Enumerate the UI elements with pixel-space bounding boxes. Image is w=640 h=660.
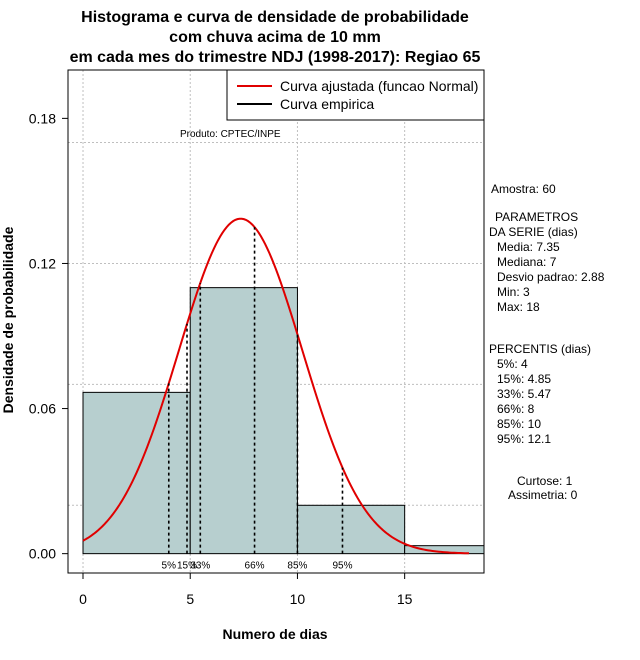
- y-tick-label: 0.06: [29, 401, 56, 417]
- x-tick-label: 5: [186, 591, 194, 607]
- y-tick-label: 0.00: [29, 546, 56, 562]
- x-tick-label: 10: [290, 591, 306, 607]
- chart-title: Histograma e curva de densidade de proba…: [70, 9, 481, 66]
- legend-label-fitted: Curva ajustada (funcao Normal): [280, 78, 478, 94]
- percentile-85: 85%: 10: [497, 417, 541, 431]
- percentile-95: 95%: 12.1: [497, 432, 551, 446]
- percentile-markers: 5% 15%33% 66% 85% 95%: [162, 227, 353, 572]
- histogram-bar: [296, 504, 406, 555]
- percentile-label: 66%: [245, 561, 265, 572]
- credit-text: Produto: CPTEC/INPE: [180, 129, 281, 140]
- histogram-bars: [82, 287, 485, 555]
- title-line-1: Histograma e curva de densidade de proba…: [81, 9, 469, 26]
- percentile-label: 5%: [162, 561, 177, 572]
- percentile-33: 33%: 5.47: [497, 387, 551, 401]
- legend-label-empirical: Curva empirica: [280, 96, 374, 112]
- x-axis-label: Numero de dias: [222, 626, 327, 642]
- legend: Curva ajustada (funcao Normal) Curva emp…: [226, 69, 485, 121]
- y-tick-label: 0.12: [29, 255, 56, 271]
- axes: 0 5 10 15 0.00 0.06 0.12 0.18: [29, 110, 413, 607]
- fitted-curve-line: [82, 217, 470, 555]
- percentile-label: 85%: [287, 561, 307, 572]
- y-tick-label: 0.18: [29, 110, 56, 126]
- percentile-label: 33%: [190, 561, 210, 572]
- param-min: Min: 3: [497, 285, 530, 299]
- percentile-66: 66%: 8: [497, 402, 535, 416]
- stats-panel: Amostra: 60 PARAMETROS DA SERIE (dias) M…: [489, 182, 605, 502]
- histogram-bar: [189, 287, 298, 555]
- fitted-curve: [82, 217, 470, 555]
- skewness: Assimetria: 0: [508, 488, 578, 502]
- title-line-2: com chuva acima de 10 mm: [169, 29, 381, 46]
- percentile-5: 5%: 4: [497, 357, 528, 371]
- y-axis-label: Densidade de probabilidade: [0, 226, 16, 413]
- params-title-1: PARAMETROS: [495, 210, 578, 224]
- kurtosis: Curtose: 1: [517, 474, 573, 488]
- params-title-2: DA SERIE (dias): [489, 225, 578, 239]
- param-sd: Desvio padrao: 2.88: [497, 270, 605, 284]
- percentile-15: 15%: 4.85: [497, 372, 551, 386]
- sample-size: Amostra: 60: [491, 182, 556, 196]
- x-tick-label: 0: [79, 591, 87, 607]
- percentile-label: 15%: [177, 561, 197, 572]
- param-median: Mediana: 7: [497, 255, 557, 269]
- legend-box: [226, 69, 485, 121]
- x-tick-label: 15: [397, 591, 413, 607]
- percentiles-title: PERCENTIS (dias): [489, 342, 591, 356]
- title-line-3: em cada mes do trimestre NDJ (1998-2017)…: [70, 49, 481, 66]
- param-max: Max: 18: [497, 300, 540, 314]
- param-mean: Media: 7.35: [497, 240, 560, 254]
- percentile-label: 95%: [332, 561, 352, 572]
